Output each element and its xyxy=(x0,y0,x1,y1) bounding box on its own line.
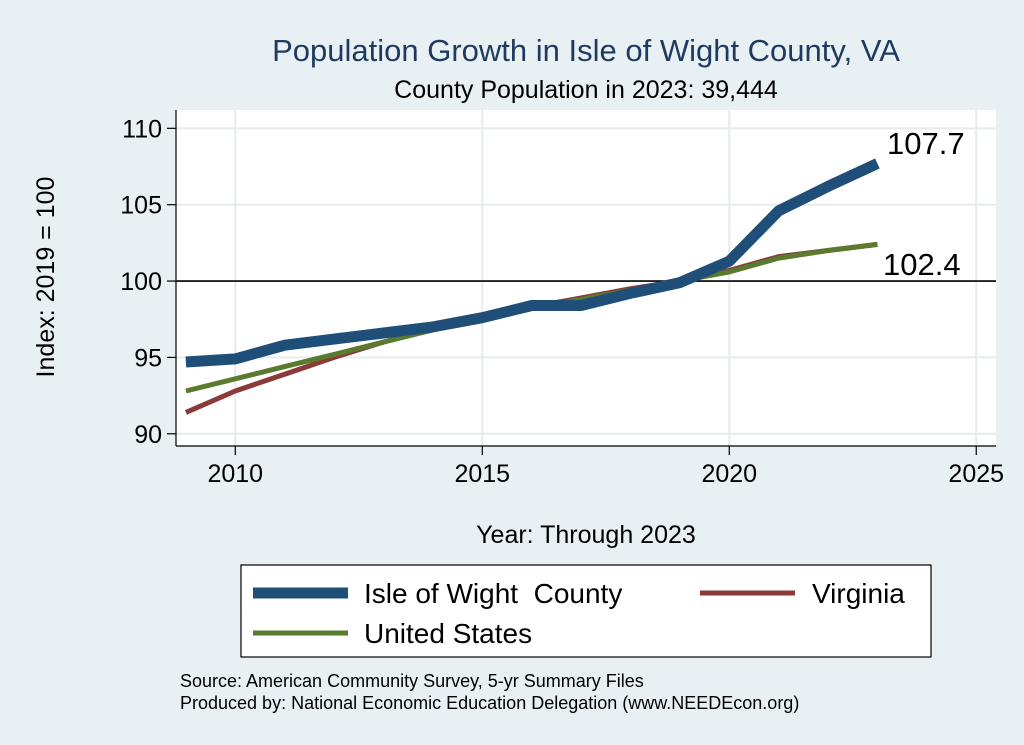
producer-note: Produced by: National Economic Education… xyxy=(180,693,799,713)
end-label-county: 107.7 xyxy=(887,126,965,161)
x-tick-label-2025: 2025 xyxy=(948,460,1004,488)
legend: Isle of Wight County Virginia United Sta… xyxy=(240,564,932,658)
chart-subtitle: County Population in 2023: 39,444 xyxy=(394,76,778,104)
y-axis-ticks: 90 95 100 105 110 xyxy=(120,115,176,449)
y-tick-label-105: 105 xyxy=(120,192,162,220)
series-lines xyxy=(184,158,880,415)
y-tick-label-90: 90 xyxy=(134,421,162,449)
chart-title: Population Growth in Isle of Wight Count… xyxy=(272,33,900,68)
x-tick-label-2020: 2020 xyxy=(701,460,757,488)
source-note: Source: American Community Survey, 5-yr … xyxy=(180,671,644,691)
legend-label-county: Isle of Wight County xyxy=(364,578,622,609)
y-tick-label-110: 110 xyxy=(122,115,162,143)
end-label-state: 102.4 xyxy=(883,247,961,282)
y-tick-label-100: 100 xyxy=(120,268,162,296)
legend-label-virginia: Virginia xyxy=(812,578,905,609)
series-line-county xyxy=(185,158,880,368)
legend-box xyxy=(240,564,932,658)
x-tick-label-2015: 2015 xyxy=(454,460,510,488)
x-tick-label-2010: 2010 xyxy=(207,460,263,488)
y-tick-label-95: 95 xyxy=(134,344,162,372)
y-axis-title: Index: 2019 = 100 xyxy=(32,177,60,378)
legend-label-us: United States xyxy=(364,618,532,649)
x-axis-ticks: 2010 2015 2020 2025 xyxy=(207,446,1004,488)
x-axis-title: Year: Through 2023 xyxy=(476,521,696,549)
